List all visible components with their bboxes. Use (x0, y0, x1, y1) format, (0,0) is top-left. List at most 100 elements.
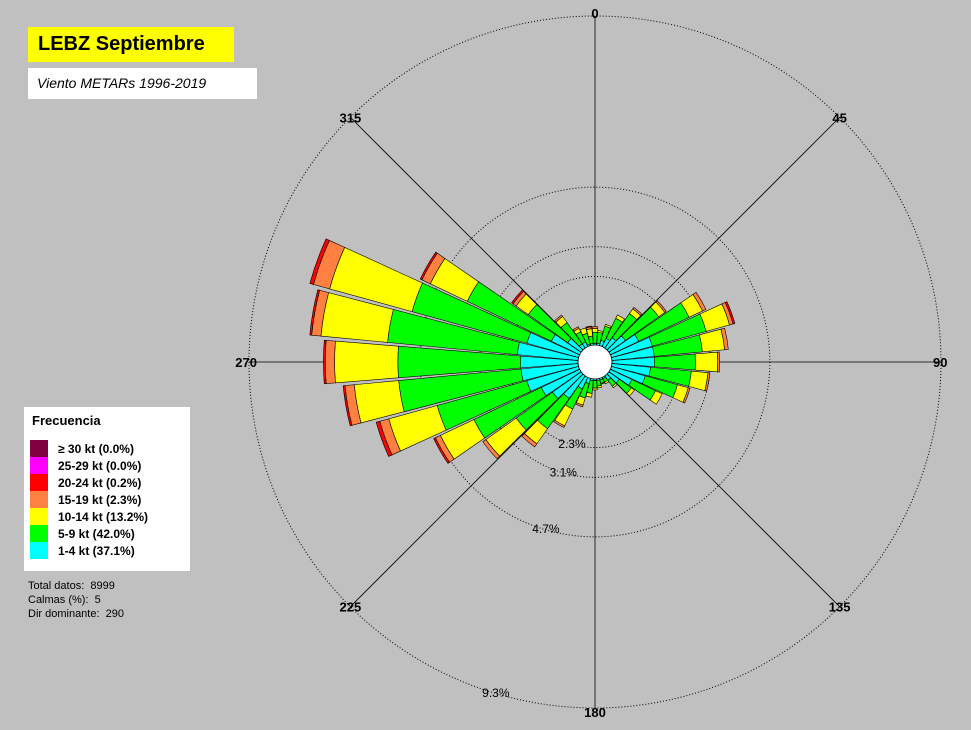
petal-segment (433, 437, 450, 464)
legend-label: ≥ 30 kt (0.0%) (58, 441, 134, 456)
petal-segment (553, 419, 566, 428)
direction-label: 270 (235, 355, 257, 370)
direction-label: 45 (832, 110, 846, 125)
petal-250 (375, 366, 580, 457)
petal-segment (592, 380, 598, 389)
petal-260 (342, 363, 579, 427)
legend-swatch (30, 474, 48, 491)
direction-label: 90 (933, 355, 947, 370)
petal-segment (591, 328, 599, 333)
petal-segment (596, 385, 602, 389)
wind-petals (309, 238, 736, 464)
petal-40 (604, 306, 643, 351)
total-data-text: Total datos: 8999 (28, 580, 115, 592)
dominant-direction-text: Dir dominante: 290 (28, 608, 124, 620)
legend-swatch (30, 542, 48, 559)
legend-title: Frecuencia (32, 413, 101, 428)
grid-spoke (594, 117, 840, 363)
petal-segment (597, 330, 604, 334)
petal-210 (553, 375, 589, 428)
legend-swatch (30, 457, 48, 474)
legend-label: 5-9 kt (42.0%) (58, 526, 135, 541)
petal-50 (606, 300, 667, 353)
petal-200 (575, 377, 591, 408)
petal-segment (699, 328, 725, 353)
petal-segment (592, 387, 598, 391)
grid-spoke (594, 361, 840, 607)
petal-segment (575, 402, 584, 408)
petal-segment (324, 340, 336, 384)
legend-item: 1-4 kt (37.1%) (30, 542, 190, 559)
legend-swatch (30, 491, 48, 508)
legend-swatch (30, 508, 48, 525)
petal-segment (309, 238, 330, 285)
ring-label: 9.3% (482, 686, 510, 700)
legend-item: 5-9 kt (42.0%) (30, 525, 190, 542)
petal-segment (615, 314, 625, 323)
direction-spokes (249, 16, 941, 708)
legend-item: 10-14 kt (13.2%) (30, 508, 190, 525)
petal-segment (511, 289, 524, 305)
petal-segment (688, 370, 709, 391)
petal-segment (323, 339, 327, 385)
petal-segment (604, 323, 612, 329)
petal-170 (596, 378, 602, 389)
legend-label: 20-24 kt (0.2%) (58, 475, 142, 490)
direction-label: 225 (339, 600, 361, 615)
petal-60 (608, 291, 707, 356)
grid-spoke (350, 361, 596, 607)
petal-segment (419, 251, 438, 281)
petal-segment (579, 327, 588, 336)
ring-label: 2.3% (558, 437, 586, 451)
legend-item: 20-24 kt (0.2%) (30, 474, 190, 491)
petal-segment (572, 326, 580, 332)
petal-segment (649, 390, 663, 405)
petal-280 (309, 289, 579, 361)
ring-label: 3.1% (550, 465, 578, 479)
calm-percent-text: Calmas (%): 5 (28, 594, 101, 606)
petal-segment (591, 326, 599, 329)
petal-segment (692, 291, 707, 312)
petal-290 (309, 238, 580, 358)
petal-220 (521, 373, 586, 448)
petal-segment (682, 387, 691, 404)
petal-segment (724, 301, 736, 325)
ring-label: 4.7% (532, 522, 560, 536)
petal-segment (626, 387, 635, 397)
petal-segment (611, 382, 618, 389)
petal-segment (375, 420, 393, 457)
petal-segment (655, 300, 667, 313)
petal-130 (606, 371, 635, 397)
petal-segment (585, 325, 593, 329)
direction-label: 135 (829, 600, 851, 615)
direction-labels: 0 45 90 135 180 225 270 315 (235, 6, 947, 720)
petal-340 (579, 327, 591, 347)
legend-label: 10-14 kt (13.2%) (58, 509, 149, 524)
petal-80 (611, 327, 729, 361)
petal-110 (610, 366, 691, 404)
petal-segment (632, 306, 643, 317)
petal-320 (554, 314, 586, 351)
petal-segment (342, 385, 353, 427)
legend-label: 15-19 kt (2.3%) (58, 492, 142, 507)
petal-segment (482, 439, 501, 460)
petal-segment (521, 433, 538, 448)
stats-block: Total datos: 8999 Calmas (%): 5 Dir domi… (28, 579, 124, 621)
petal-segment (704, 372, 711, 392)
direction-label: 315 (339, 110, 361, 125)
petal-segment (309, 289, 320, 336)
petal-segment (694, 351, 719, 373)
chart-title: LEBZ Septiembre (28, 27, 234, 62)
calm-circle (577, 344, 613, 380)
legend: Frecuencia ≥ 30 kt (0.0%) 25-29 kt (0.0%… (24, 407, 190, 571)
chart-subtitle: Viento METARs 1996-2019 (28, 68, 257, 99)
petal-segment (600, 381, 605, 385)
direction-label: 0 (591, 6, 598, 21)
petal-segment (585, 392, 593, 398)
petal-segment (717, 351, 720, 373)
petal-segment (604, 379, 610, 385)
petal-segment (554, 314, 564, 323)
legend-item: ≥ 30 kt (0.0%) (30, 440, 190, 457)
petal-330 (572, 326, 589, 349)
